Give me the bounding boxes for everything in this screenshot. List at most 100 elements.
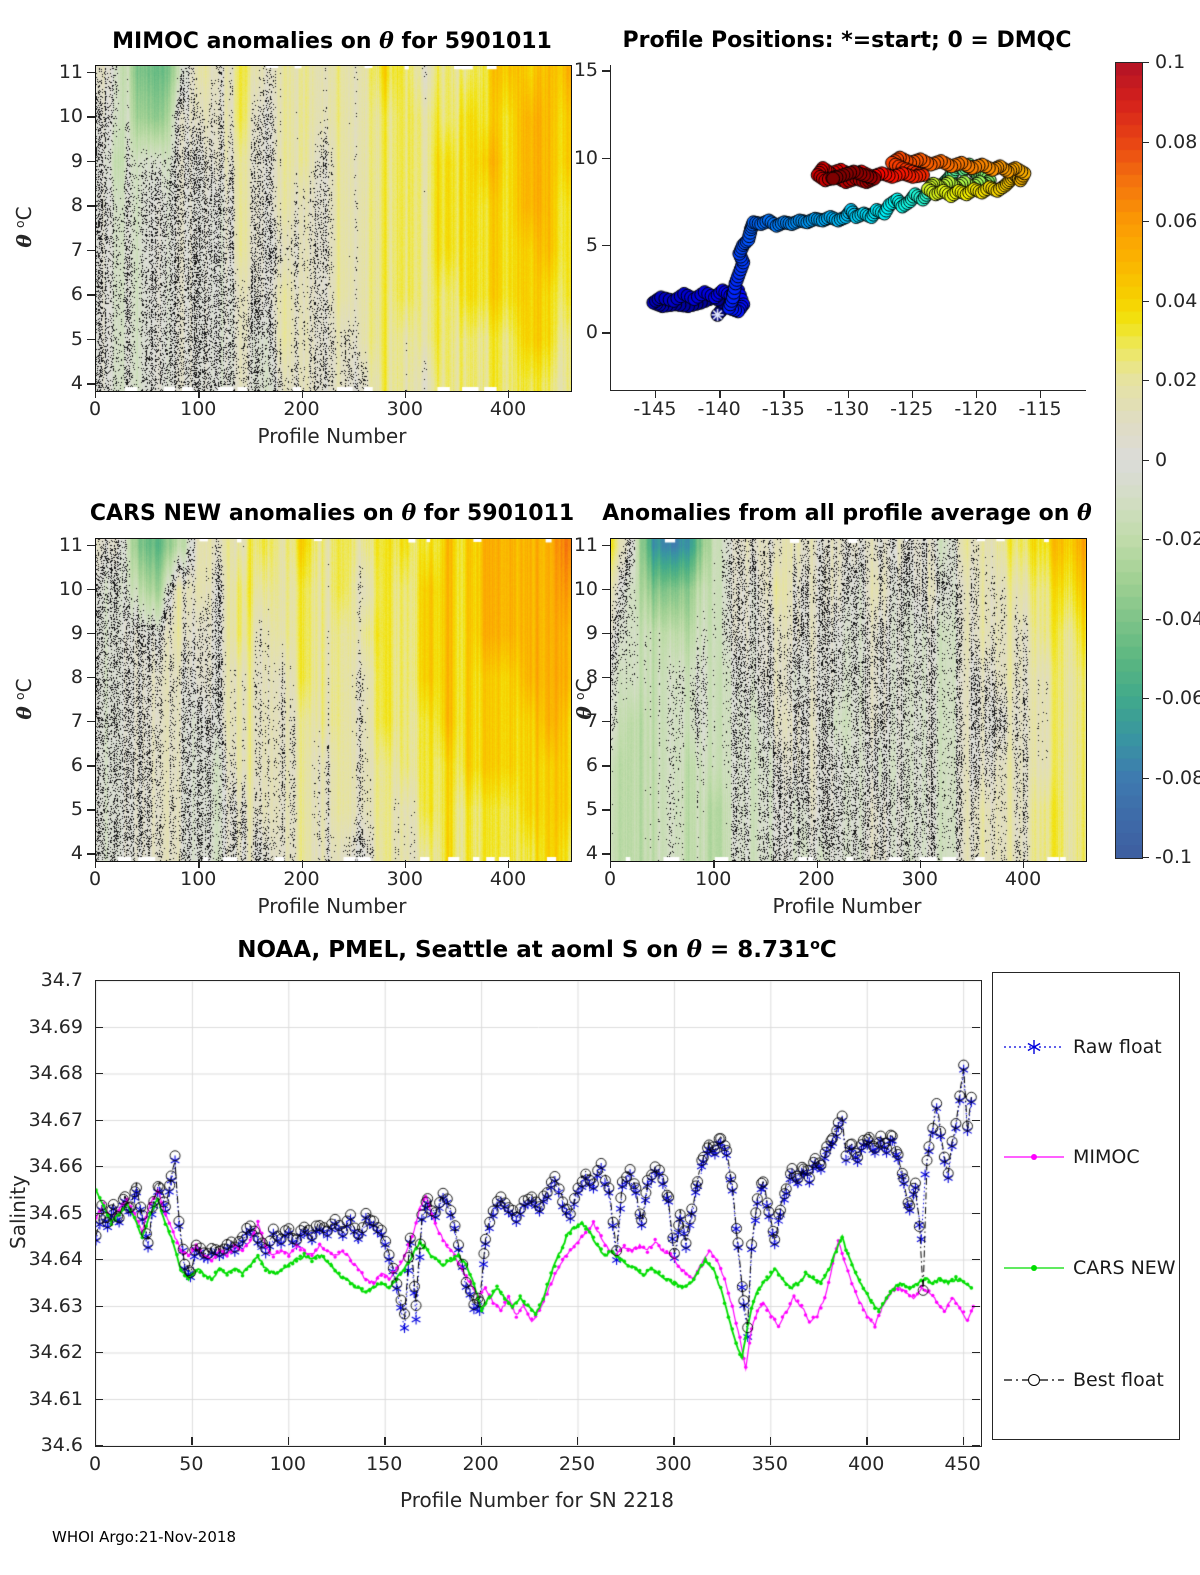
y-tick-label: 10 <box>573 577 598 600</box>
ylabel-theta-mid-right: θ oC <box>572 649 596 749</box>
x-tick-mark <box>198 390 200 398</box>
x-tick-mark <box>610 860 612 868</box>
x-tick-label: -125 <box>890 398 934 420</box>
legend-marker-icon <box>1004 1154 1064 1160</box>
x-tick-label: 450 <box>944 1453 981 1475</box>
y-tick-label: 9 <box>70 149 83 172</box>
theta-symbol: θ <box>401 500 417 526</box>
y-tick-label: 34.61 <box>28 1387 83 1410</box>
y-tick-label: 7 <box>70 238 83 261</box>
colorbar-tick-mark <box>1143 141 1149 143</box>
x-tick-mark <box>198 860 200 868</box>
x-tick-label: -115 <box>1018 398 1062 420</box>
x-tick-mark <box>783 390 785 398</box>
y-tick-label: 5 <box>70 327 83 350</box>
trajectory-canvas <box>611 65 1086 390</box>
y-tick-label: 8 <box>585 665 598 688</box>
title-text: MIMOC anomalies on <box>112 29 380 54</box>
x-tick-label: 100 <box>269 1453 306 1475</box>
colorbar-tick-label: 0 <box>1155 448 1168 471</box>
y-tick-mark <box>87 588 95 591</box>
y-tick-mark <box>87 721 95 723</box>
x-tick-mark <box>1040 390 1042 398</box>
y-tick-mark <box>972 1305 980 1307</box>
y-tick-mark <box>602 70 610 72</box>
colorbar-tick-label: 0.04 <box>1155 289 1198 312</box>
x-tick-mark <box>577 1437 579 1445</box>
legend-entry-best-float: Best float <box>1003 1368 1164 1392</box>
title-text: Anomalies from all profile average on <box>602 501 1078 526</box>
y-tick-mark <box>95 1305 103 1307</box>
title-salinity: NOAA, PMEL, Seattle at aoml S on θ = 8.7… <box>237 936 837 963</box>
y-tick-mark <box>87 676 95 679</box>
y-tick-mark <box>95 1212 103 1214</box>
y-tick-label: 4 <box>70 372 83 395</box>
legend-entry-cars-new: CARS NEW <box>1003 1256 1176 1280</box>
y-tick-mark <box>87 160 95 163</box>
footer-datestamp: WHOI Argo:21-Nov-2018 <box>52 1528 236 1546</box>
title-text: Profile Positions: *=start; 0 = DMQC <box>622 28 1072 53</box>
y-tick-label: 34.62 <box>28 1341 83 1363</box>
x-tick-label: 0 <box>88 868 102 890</box>
title-text: = 8.731 <box>702 937 811 963</box>
x-tick-label: -140 <box>697 398 741 420</box>
salinity-canvas <box>96 981 981 1446</box>
title-positions: Profile Positions: *=start; 0 = DMQC <box>547 28 1147 53</box>
y-tick-label: 34.63 <box>28 1294 83 1317</box>
x-tick-mark <box>962 1437 965 1445</box>
title-mimoc: MIMOC anomalies on θ for 5901011 <box>32 28 632 54</box>
y-tick-label: 34.6 <box>40 1434 83 1456</box>
title-avg-anomalies: Anomalies from all profile average on θ <box>547 500 1147 526</box>
y-tick-mark <box>602 244 610 247</box>
y-tick-mark <box>602 721 610 723</box>
y-tick-mark <box>602 809 610 811</box>
legend-marker-icon <box>1004 1265 1064 1271</box>
title-text: CARS NEW anomalies on <box>89 501 402 526</box>
theta-symbol: θ <box>379 28 394 54</box>
y-tick-mark <box>972 1166 980 1168</box>
x-tick-label: -135 <box>761 398 805 420</box>
x-tick-mark <box>95 860 97 868</box>
x-tick-mark <box>191 1437 193 1445</box>
y-tick-mark <box>87 765 95 767</box>
x-tick-label: 400 <box>489 868 527 890</box>
heatmap-avg-canvas <box>611 539 1086 861</box>
y-tick-label: 6 <box>70 754 83 777</box>
y-tick-label: 34.68 <box>28 1062 83 1084</box>
y-tick-mark <box>95 1259 103 1261</box>
colorbar-tick-label: -0.04 <box>1155 607 1200 630</box>
theta-symbol: θ <box>686 936 703 963</box>
y-tick-label: 34.67 <box>28 1108 83 1131</box>
y-tick-mark <box>602 157 610 159</box>
legend-box: Raw float MIMOC CARS NEW Best float <box>992 972 1180 1440</box>
x-tick-label: 300 <box>386 868 423 890</box>
y-tick-mark <box>972 1073 980 1075</box>
y-tick-mark <box>95 1073 103 1075</box>
x-tick-mark <box>847 390 849 398</box>
x-tick-mark <box>480 1437 482 1445</box>
x-tick-label: -145 <box>633 398 677 420</box>
degree-superscript: o <box>12 220 28 228</box>
y-tick-mark <box>95 980 103 982</box>
degree-superscript: o <box>572 692 588 700</box>
x-tick-mark <box>911 390 914 398</box>
x-tick-label: 300 <box>386 398 423 420</box>
x-tick-label: 300 <box>901 868 938 890</box>
x-tick-label: 200 <box>798 868 835 890</box>
y-tick-mark <box>95 1445 103 1447</box>
x-tick-label: 400 <box>489 398 527 420</box>
y-tick-label: 11 <box>573 533 598 556</box>
y-tick-mark <box>87 205 95 207</box>
heatmap-mimoc-canvas <box>96 66 571 391</box>
trajectory-panel <box>610 65 1086 391</box>
theta-symbol: θ <box>1077 500 1092 526</box>
colorbar-tick-label: 0.1 <box>1155 51 1186 73</box>
y-tick-label: 6 <box>585 754 598 777</box>
y-tick-mark <box>87 544 95 546</box>
y-tick-mark <box>87 383 95 385</box>
x-tick-label: 100 <box>180 398 217 420</box>
x-tick-mark <box>287 1437 290 1445</box>
x-tick-label: 100 <box>695 868 732 890</box>
y-tick-label: 9 <box>585 621 598 644</box>
